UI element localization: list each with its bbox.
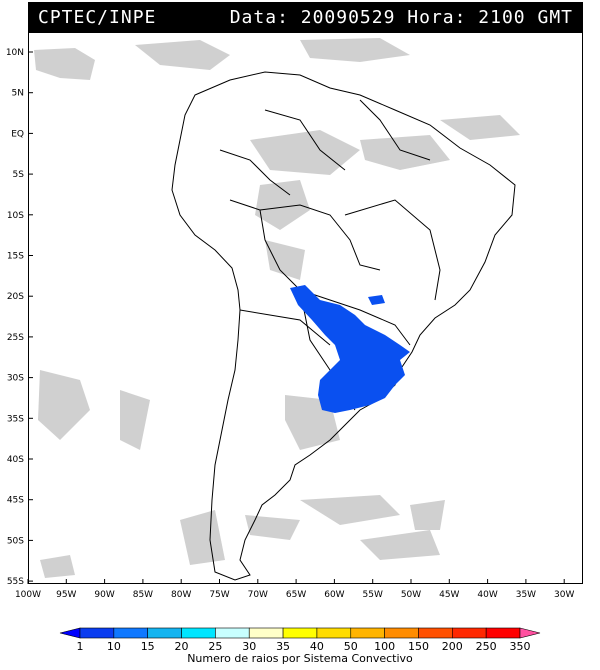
lat-tick-label: 50S — [7, 536, 24, 546]
color-legend: 1 10 15 20 25 30 35 40 50 100 150 200 250 350 — [59, 627, 541, 653]
lon-tick-label: 85W — [133, 590, 153, 600]
lon-tick-label: 45W — [439, 590, 459, 600]
cloud-patch — [360, 135, 450, 170]
map-header: CPTEC/INPE Data: 20090529 Hora: 2100 GMT — [28, 2, 583, 32]
cloud-cover — [34, 38, 520, 578]
lat-tick-label: 20S — [7, 292, 24, 302]
internal-border — [264, 109, 346, 171]
lat-tick-label: 45S — [7, 496, 24, 506]
legend-swatch — [147, 627, 182, 639]
internal-border — [344, 199, 441, 301]
legend-value-label: 40 — [310, 640, 324, 653]
legend-swatch — [384, 627, 419, 639]
legend-swatch — [452, 627, 487, 639]
legend-swatch — [215, 627, 250, 639]
legend-swatch — [418, 627, 453, 639]
cloud-patch — [40, 555, 75, 578]
cloud-patch — [180, 510, 225, 565]
south-america-coastline — [171, 71, 516, 581]
legend-value-label: 150 — [408, 640, 429, 653]
legend-swatch — [181, 627, 216, 639]
lon-tick-label: 50W — [401, 590, 421, 600]
lat-tick-label: 15S — [7, 252, 24, 262]
internal-border — [299, 289, 411, 346]
lon-tick-label: 90W — [94, 590, 114, 600]
lat-tick-label: 25S — [7, 333, 24, 343]
legend-value-label: 25 — [208, 640, 222, 653]
cloud-patch — [255, 180, 310, 230]
cloud-patch — [245, 515, 300, 540]
legend-value-label: 35 — [276, 640, 290, 653]
legend-value-label: 50 — [344, 640, 358, 653]
legend-title: Numero de raios por Sistema Convectivo — [187, 652, 413, 665]
source-label: CPTEC/INPE — [38, 6, 157, 28]
cloud-patch — [120, 390, 150, 450]
lon-tick-label: 80W — [171, 590, 191, 600]
longitude-axis: 100W 95W 90W 85W 80W 75W 70W 65W 60W 55W 50W 45W 40W… — [15, 579, 574, 600]
lat-tick-label: 30S — [7, 374, 24, 384]
legend-value-label: 20 — [175, 640, 189, 653]
lat-tick-label: 5S — [13, 170, 25, 180]
legend-value-label: 10 — [107, 640, 121, 653]
legend-value-label: 350 — [510, 640, 531, 653]
cloud-patch — [300, 38, 410, 62]
lon-tick-label: 30W — [554, 590, 574, 600]
legend-arrow-right — [519, 627, 541, 639]
legend-swatch — [282, 627, 318, 639]
cloud-patch — [38, 370, 90, 440]
lat-tick-label: 5N — [12, 89, 24, 99]
legend-value-label: 15 — [141, 640, 155, 653]
lon-tick-label: 95W — [56, 590, 76, 600]
convective-area — [368, 295, 385, 305]
cloud-patch — [410, 500, 445, 530]
lat-tick-label: EQ — [11, 129, 24, 139]
lat-tick-label: 10N — [6, 48, 24, 58]
cloud-patch — [265, 240, 305, 280]
internal-border — [229, 199, 301, 291]
lon-tick-label: 55W — [363, 590, 383, 600]
lon-tick-label: 100W — [15, 590, 41, 600]
internal-border — [259, 204, 381, 271]
legend-value-label: 1 — [77, 640, 84, 653]
lon-tick-label: 60W — [324, 590, 344, 600]
legend-value-label: 250 — [476, 640, 497, 653]
lon-tick-label: 75W — [209, 590, 229, 600]
lon-tick-label: 40W — [477, 590, 497, 600]
datetime-label: Data: 20090529 Hora: 2100 GMT — [229, 6, 573, 28]
cloud-patch — [250, 130, 360, 175]
legend-swatch — [316, 627, 352, 639]
cloud-patch — [440, 115, 520, 140]
legend-value-label: 100 — [374, 640, 395, 653]
internal-border — [219, 149, 291, 196]
cloud-patch — [135, 40, 230, 70]
convective-area — [290, 285, 410, 413]
latitude-axis: 10N 5N EQ 5S 10S 15S 20S 25S 30S 35S 40S 45S 50S 55S — [6, 48, 33, 587]
lat-tick-label: 10S — [7, 211, 24, 221]
cloud-patch — [360, 530, 440, 560]
convective-system — [290, 285, 410, 413]
legend-arrow-left — [59, 627, 81, 639]
legend-value-label: 30 — [242, 640, 256, 653]
lon-tick-label: 35W — [516, 590, 536, 600]
lat-tick-label: 40S — [7, 455, 24, 465]
lon-tick-label: 65W — [286, 590, 306, 600]
legend-value-label: 200 — [442, 640, 463, 653]
lon-tick-label: 70W — [248, 590, 268, 600]
legend-swatch — [350, 627, 385, 639]
internal-border — [359, 99, 431, 161]
lat-tick-label: 55S — [7, 577, 24, 587]
country-borders — [171, 71, 516, 581]
internal-border — [239, 309, 331, 346]
cloud-patch — [34, 48, 95, 80]
legend-swatch — [485, 627, 521, 639]
lat-tick-label: 35S — [7, 414, 24, 424]
cloud-patch — [300, 495, 400, 525]
legend-swatch — [248, 627, 284, 639]
legend-swatch — [113, 627, 148, 639]
legend-swatch — [79, 627, 115, 639]
